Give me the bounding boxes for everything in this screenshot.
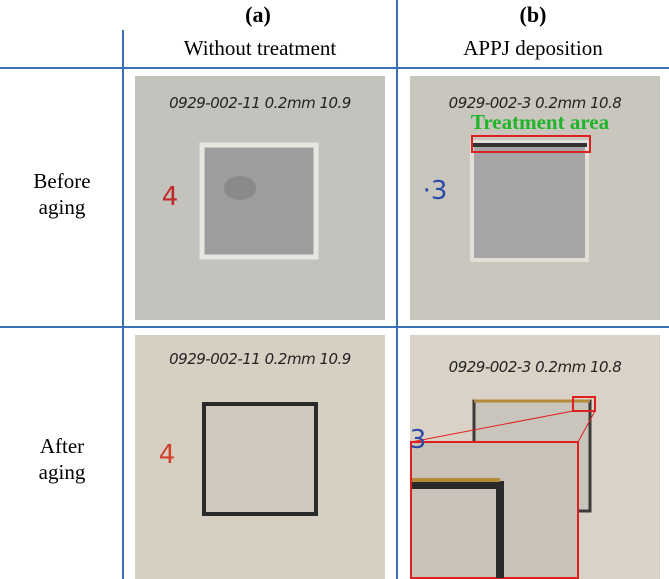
row-label: Before aging: [17, 168, 107, 220]
column-label: (a): [198, 2, 318, 28]
photo-caption: 0929-002-11 0.2mm 10.9: [135, 94, 385, 112]
column-title: Without treatment: [125, 36, 395, 61]
figure-graphics: [0, 0, 669, 579]
figure: (a) Without treatment (b) APPJ depositio…: [0, 0, 669, 579]
photo-number: ·3: [420, 176, 450, 206]
stain: [224, 176, 256, 200]
column-label: (b): [473, 2, 593, 28]
photo-number: 4: [155, 182, 185, 212]
photo-number: 4: [152, 440, 182, 470]
row-label: After aging: [17, 433, 107, 485]
sample-square: [202, 145, 316, 257]
annotation: Treatment area: [440, 110, 640, 135]
column-title: APPJ deposition: [398, 36, 668, 61]
photo-caption: 0929-002-11 0.2mm 10.9: [135, 350, 385, 368]
sample-square: [204, 404, 316, 514]
photo-caption: 0929-002-3 0.2mm 10.8: [410, 358, 660, 376]
inset: [411, 442, 578, 578]
photo-number: 3: [408, 425, 428, 455]
sample-square: [472, 142, 587, 260]
